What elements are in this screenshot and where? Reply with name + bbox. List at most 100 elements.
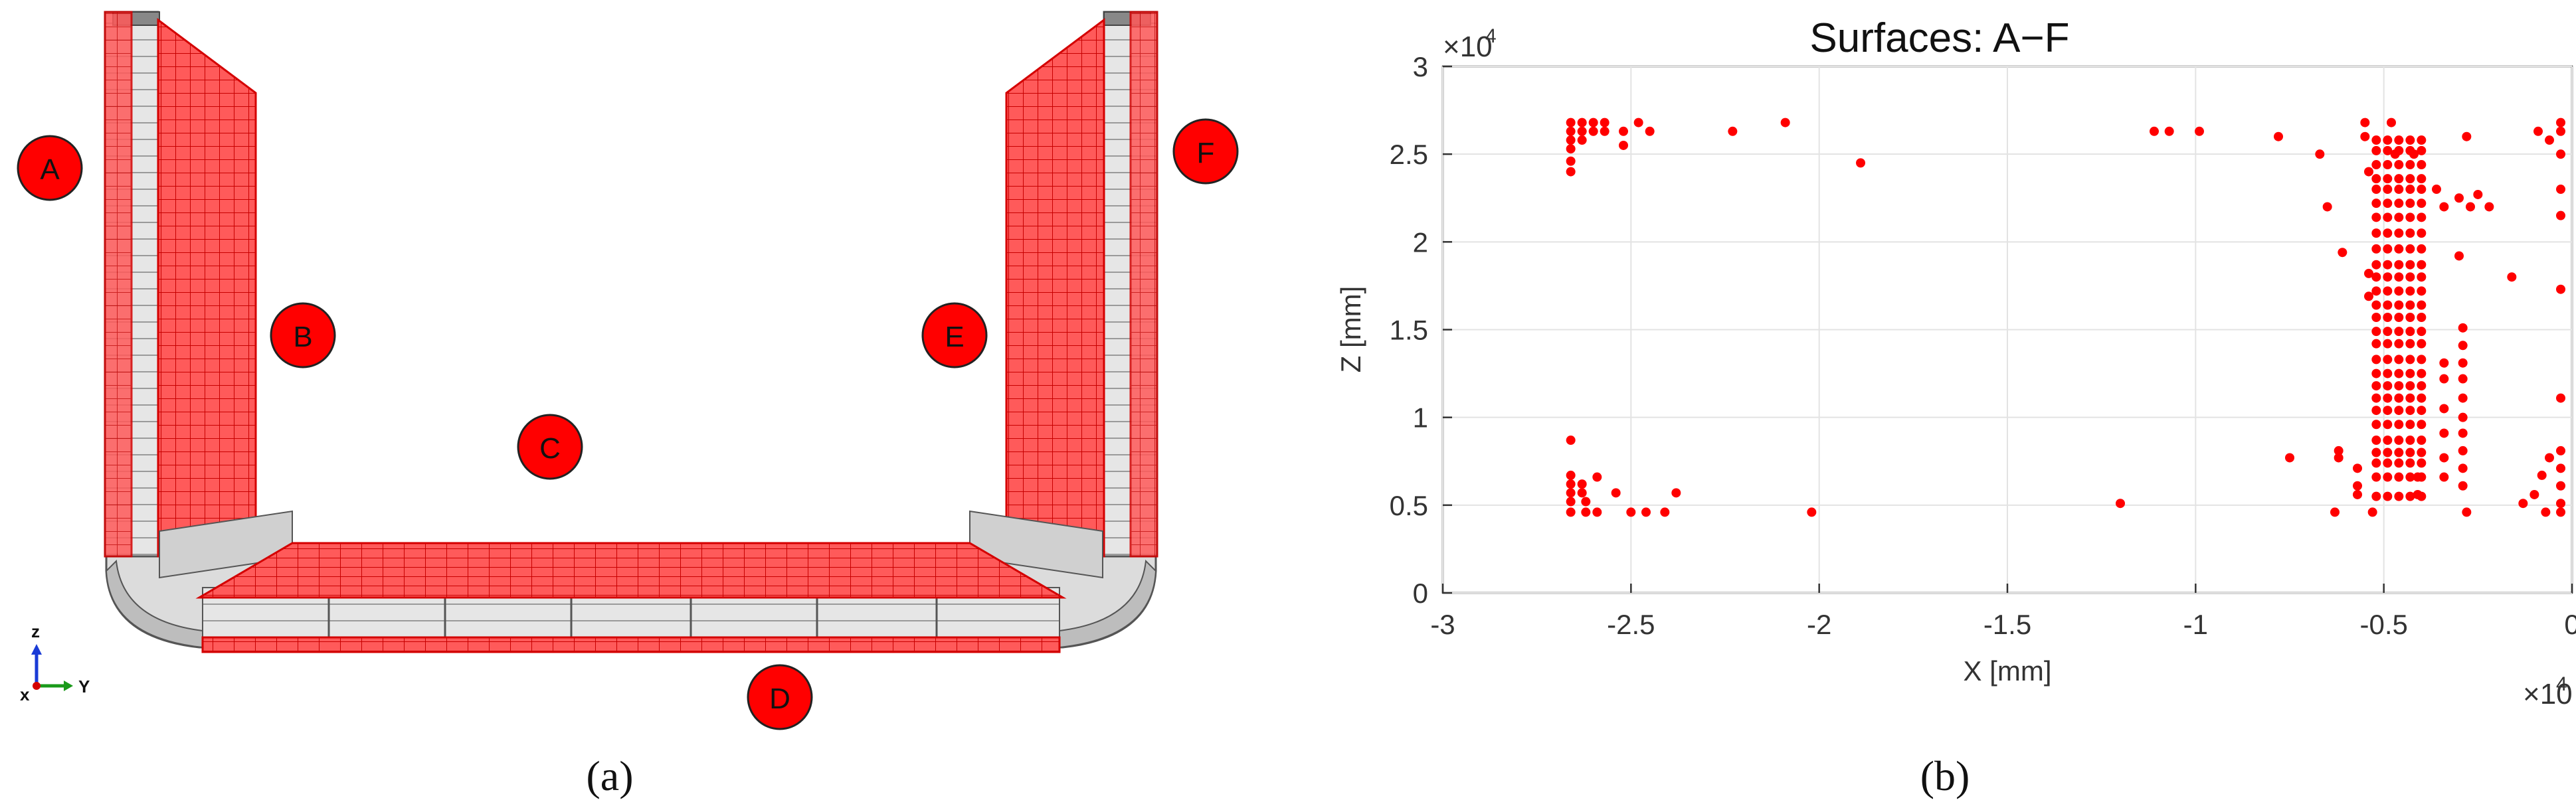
data-point [2383,260,2393,270]
data-point [2371,145,2381,155]
data-point [1600,118,1610,127]
data-point [2383,393,2393,403]
x-tick-label: 0 [2564,609,2576,640]
data-point [1641,507,1651,517]
data-point [2462,131,2472,141]
data-point [2417,260,2427,270]
data-point [2556,393,2565,403]
data-point [2439,453,2449,463]
data-point [2417,244,2427,254]
data-point [2383,212,2393,222]
data-point [1566,118,1576,127]
data-point [2405,368,2415,378]
data-point [2405,185,2415,195]
data-point [2353,481,2362,491]
data-point [2394,458,2404,468]
x-axis-label: x [20,685,30,704]
data-point [2383,185,2393,195]
data-point [2405,272,2415,282]
data-point [2405,458,2415,468]
surface-label-E: E [921,302,988,368]
data-point [2364,291,2373,301]
data-point [1592,507,1602,517]
data-point [1566,436,1576,446]
y-exponent-base: ×10 [1443,31,1493,63]
scatter-chart: Surfaces: A−F -3 -2.5 -2 -1.5 -1 -0.5 0 0 0.5 1 1.… [1335,15,2576,799]
data-point [2405,160,2415,170]
data-point [2439,404,2449,414]
data-point [2394,368,2404,378]
data-point [1645,126,1655,136]
data-point [2394,228,2404,238]
data-point [1566,144,1576,154]
surface-label-C: C [517,414,583,480]
data-point [2458,393,2468,403]
data-point [2458,428,2468,438]
y-exponent-power: 4 [1485,25,1497,47]
y-tick-label: 0 [1413,578,1428,609]
surface-label-F: F [1172,118,1239,185]
data-point [2371,135,2381,145]
data-point [2371,199,2381,208]
data-point [2383,312,2393,322]
data-point [2417,286,2427,296]
data-point [2371,212,2381,222]
data-point [2405,135,2415,145]
data-point [2556,284,2565,294]
data-point [2367,507,2377,517]
data-point [2394,260,2404,270]
data-point [2545,453,2554,463]
hull-section-model: A B C D E F z x [17,11,1239,799]
data-point [2405,447,2415,457]
data-point [2371,185,2381,195]
data-point [1577,488,1587,498]
data-point [1660,507,1670,517]
data-point [2458,358,2468,368]
data-point [2394,312,2404,322]
data-point [2417,160,2427,170]
data-point [1577,126,1587,136]
data-point [2383,458,2393,468]
panel-a-caption: (a) [586,752,633,799]
data-point [1566,488,1576,498]
data-point [1566,167,1576,177]
data-point [2383,286,2393,296]
data-point [1619,126,1628,136]
x-tick-label: -1.5 [1983,609,2031,640]
data-point [2556,463,2565,473]
data-point [2394,381,2404,391]
data-point [2417,145,2427,155]
data-point [2371,300,2381,310]
data-point [2394,406,2404,416]
surface-E-mesh [1005,18,1105,558]
data-point [2285,453,2294,463]
data-point [2405,381,2415,391]
data-point [1588,118,1598,127]
data-point [2484,202,2494,212]
surface-D-mesh [201,636,1061,653]
data-point [2556,118,2565,127]
data-point [2394,272,2404,282]
data-point [2417,436,2427,446]
data-point [2164,126,2174,136]
data-point [2394,491,2404,501]
data-point [2473,189,2483,199]
x-exponent-base: ×10 [2523,678,2573,710]
data-point [2371,436,2381,446]
data-point [2394,199,2404,208]
data-point [2405,327,2415,337]
data-point [2394,393,2404,403]
data-point [2394,244,2404,254]
data-point [2371,393,2381,403]
surface-label-C-text: C [539,432,561,465]
data-point [2394,145,2404,155]
data-point [1577,135,1587,145]
data-point [2394,447,2404,457]
data-point [2394,160,2404,170]
x-exponent-label: ×10 4 [2523,673,2573,710]
y-tick-label: 2 [1413,226,1428,258]
data-point [2371,174,2381,184]
data-point [2371,327,2381,337]
data-point [2405,491,2415,501]
data-point [1566,135,1576,145]
